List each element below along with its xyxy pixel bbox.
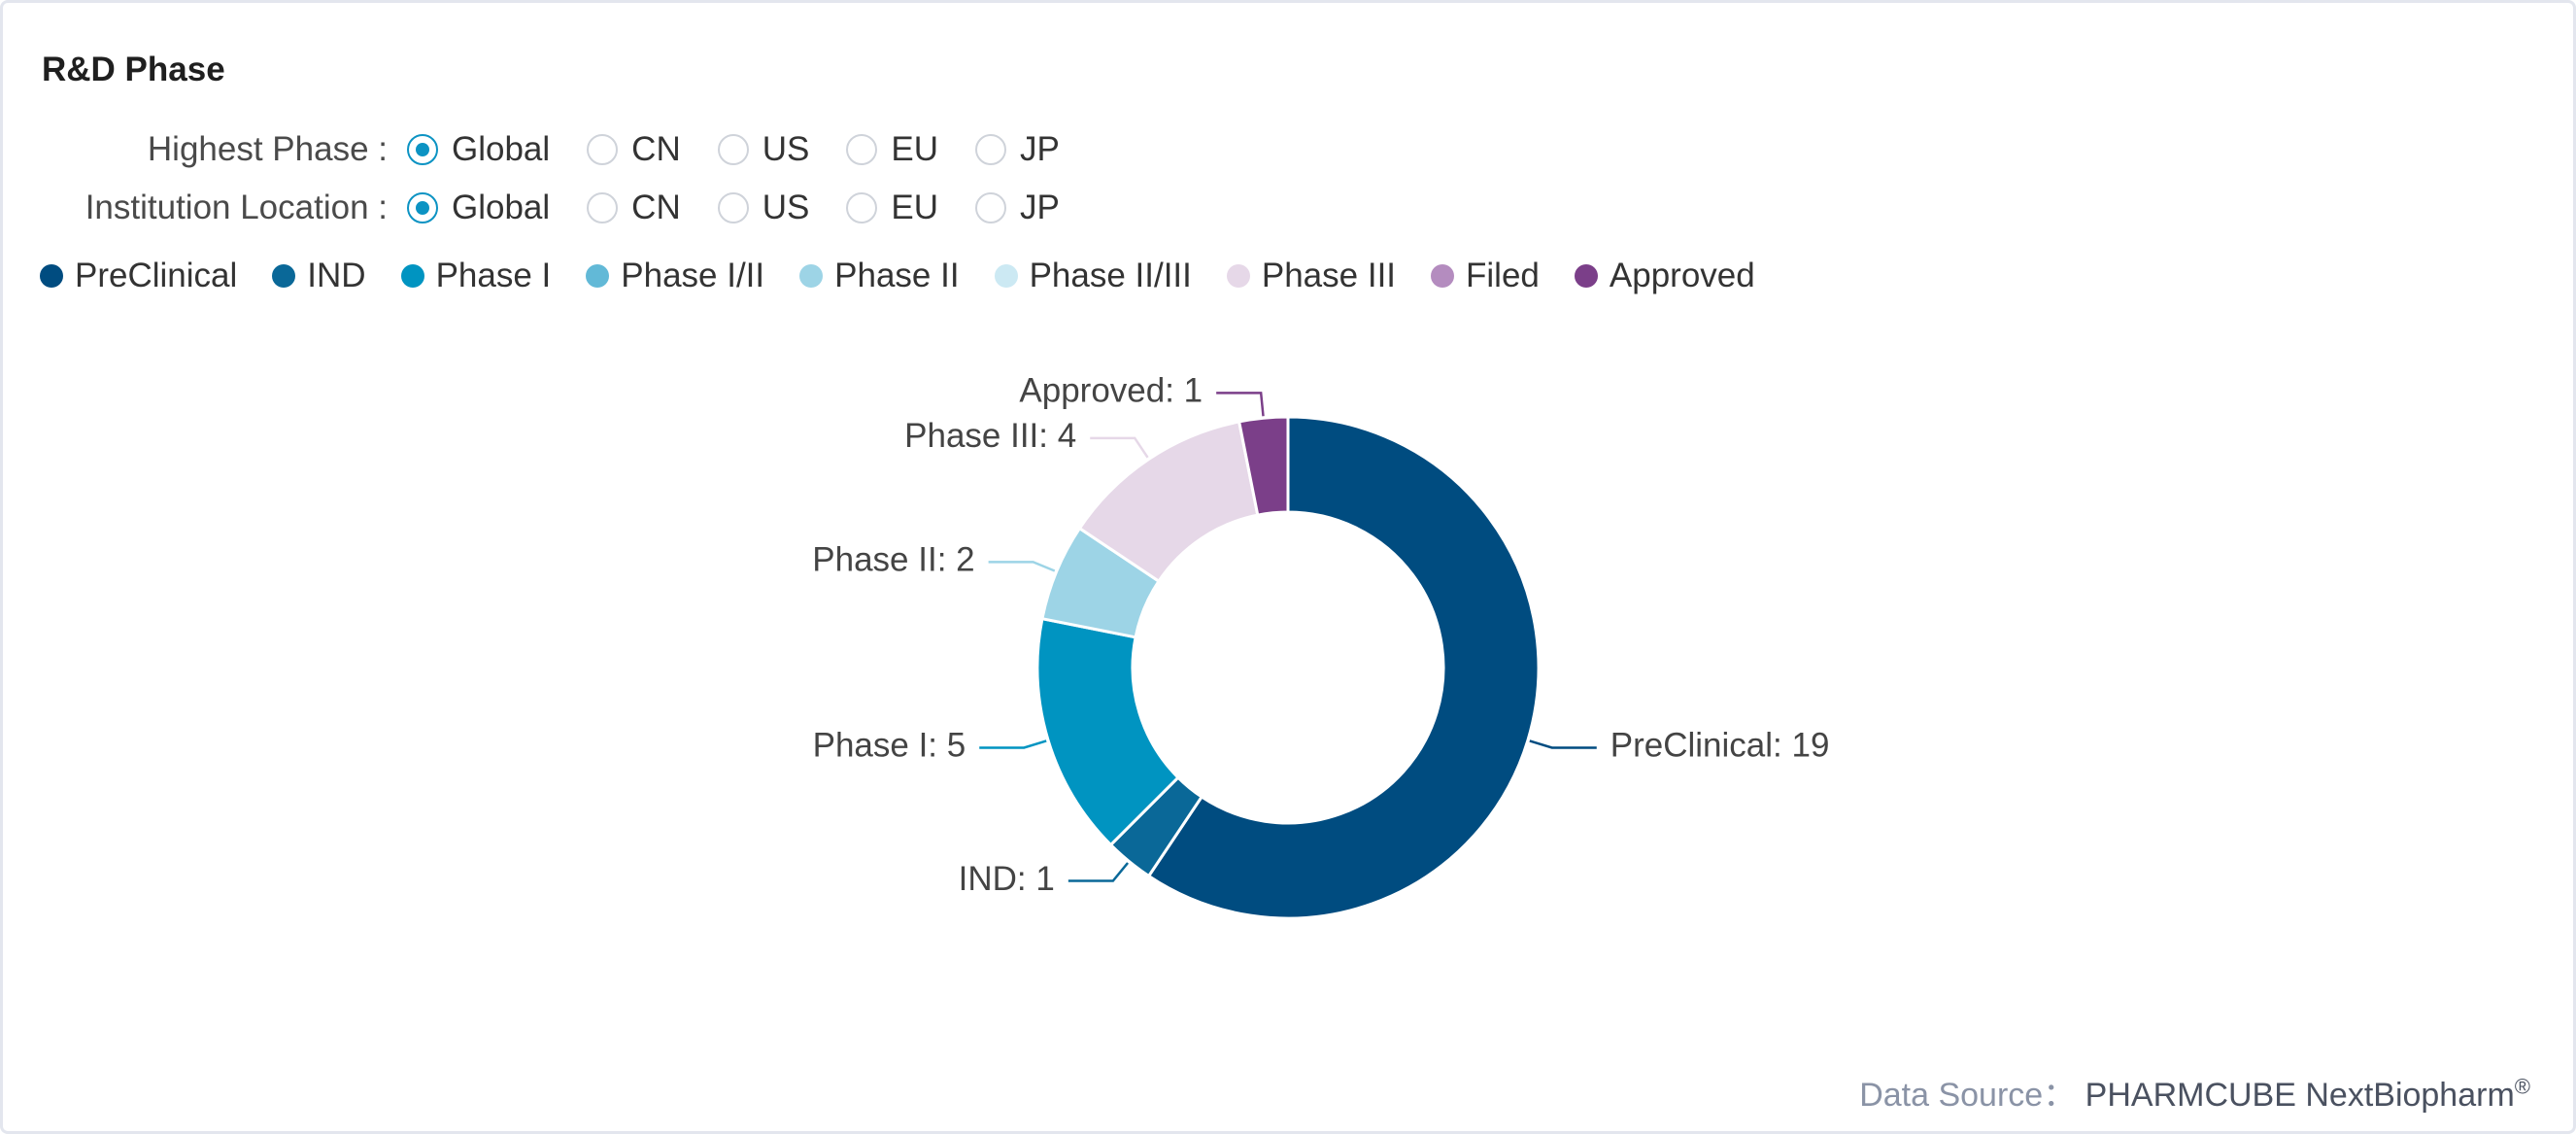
radio-unchecked-icon bbox=[974, 192, 1006, 223]
leader-line bbox=[1090, 436, 1149, 459]
highest-phase-option-cn[interactable]: CN bbox=[587, 130, 681, 169]
slice-label: IND: 1 bbox=[959, 860, 1055, 898]
legend-item-filed[interactable]: Filed bbox=[1431, 257, 1540, 295]
donut-chart: PreClinical: 19 IND: 1 Phase I: 5 Phase II:… bbox=[812, 372, 1830, 920]
radio-unchecked-icon bbox=[717, 192, 749, 223]
legend-label: Phase III bbox=[1261, 257, 1397, 294]
legend-item-phase-ii[interactable]: Phase II bbox=[799, 257, 960, 295]
highest-phase-filter: Highest Phase : Global CN US EU JP bbox=[3, 123, 1097, 176]
registered-mark: ® bbox=[2514, 1074, 2530, 1099]
highest-phase-option-eu[interactable]: EU bbox=[846, 130, 938, 169]
legend-dot-icon bbox=[1431, 264, 1455, 288]
slice-label: Phase I: 5 bbox=[813, 727, 966, 765]
slice-label: Phase II: 2 bbox=[812, 541, 974, 579]
radio-label: EU bbox=[891, 130, 938, 168]
slice-label: Phase III: 4 bbox=[904, 417, 1076, 455]
slice-preclinical[interactable] bbox=[1146, 415, 1541, 920]
legend-dot-icon bbox=[1226, 264, 1250, 288]
highest-phase-option-us[interactable]: US bbox=[717, 130, 810, 169]
legend-item-ind[interactable]: IND bbox=[272, 257, 366, 295]
legend-label: PreClinical bbox=[75, 257, 238, 294]
radio-unchecked-icon bbox=[717, 134, 749, 165]
radio-unchecked-icon bbox=[974, 134, 1006, 165]
radio-unchecked-icon bbox=[587, 192, 619, 223]
legend-item-preclinical[interactable]: PreClinical bbox=[40, 257, 237, 295]
leader-line bbox=[988, 561, 1056, 572]
highest-phase-option-jp[interactable]: JP bbox=[974, 130, 1060, 169]
legend-label: Phase I/II bbox=[621, 257, 765, 294]
legend-label: Phase I bbox=[435, 257, 552, 294]
institution-location-option-cn[interactable]: CN bbox=[587, 189, 681, 227]
data-source-label: Data Source： bbox=[1859, 1077, 2077, 1114]
radio-checked-icon bbox=[407, 192, 438, 223]
legend-dot-icon bbox=[400, 264, 424, 288]
radio-label: US bbox=[762, 130, 810, 168]
legend-item-phase-i-ii[interactable]: Phase I/II bbox=[586, 257, 764, 295]
radio-unchecked-icon bbox=[587, 134, 619, 165]
data-source: Data Source： PHARMCUBE NextBiopharm® bbox=[1859, 1068, 2530, 1116]
highest-phase-radio-group: Global CN US EU JP bbox=[407, 130, 1097, 169]
radio-label: JP bbox=[1019, 189, 1060, 226]
legend-dot-icon bbox=[994, 264, 1018, 288]
chart-legend: PreClinical IND Phase I Phase I/II Phase II P… bbox=[40, 250, 1790, 302]
radio-unchecked-icon bbox=[846, 134, 878, 165]
legend-item-phase-i[interactable]: Phase I bbox=[400, 257, 552, 295]
leader-line bbox=[1068, 862, 1130, 882]
legend-label: Phase II/III bbox=[1029, 257, 1192, 294]
radio-label: Global bbox=[452, 189, 551, 226]
radio-label: EU bbox=[891, 189, 938, 226]
institution-location-option-jp[interactable]: JP bbox=[974, 189, 1060, 227]
institution-location-filter: Institution Location : Global CN US EU J… bbox=[3, 182, 1097, 234]
legend-item-phase-iii[interactable]: Phase III bbox=[1226, 257, 1397, 295]
leader-line bbox=[979, 739, 1047, 749]
radio-label: CN bbox=[631, 130, 681, 168]
leader-line bbox=[1216, 392, 1265, 417]
highest-phase-label: Highest Phase : bbox=[147, 130, 388, 168]
institution-location-option-eu[interactable]: EU bbox=[846, 189, 938, 227]
slice-label: PreClinical: 19 bbox=[1610, 727, 1830, 765]
institution-location-option-us[interactable]: US bbox=[717, 189, 810, 227]
radio-label: JP bbox=[1019, 130, 1060, 168]
legend-label: IND bbox=[307, 257, 366, 294]
legend-dot-icon bbox=[1574, 264, 1598, 288]
radio-label: US bbox=[762, 189, 810, 226]
legend-dot-icon bbox=[586, 264, 610, 288]
legend-label: Phase II bbox=[834, 257, 960, 294]
slice-approved[interactable] bbox=[1237, 415, 1290, 517]
slice-label: Approved: 1 bbox=[1019, 372, 1203, 410]
legend-item-approved[interactable]: Approved bbox=[1574, 257, 1755, 295]
radio-label: CN bbox=[631, 189, 681, 226]
institution-location-radio-group: Global CN US EU JP bbox=[407, 189, 1097, 227]
legend-dot-icon bbox=[799, 264, 824, 288]
leader-line bbox=[1529, 739, 1597, 749]
legend-label: Approved bbox=[1609, 257, 1755, 294]
data-source-value: PHARMCUBE NextBiopharm bbox=[2085, 1077, 2515, 1114]
radio-unchecked-icon bbox=[846, 192, 878, 223]
institution-location-option-global[interactable]: Global bbox=[407, 189, 550, 227]
legend-dot-icon bbox=[40, 264, 63, 288]
legend-label: Filed bbox=[1466, 257, 1540, 294]
legend-item-phase-ii-iii[interactable]: Phase II/III bbox=[994, 257, 1192, 295]
radio-checked-icon bbox=[407, 134, 438, 165]
radio-label: Global bbox=[452, 130, 551, 168]
institution-location-label: Institution Location : bbox=[85, 189, 388, 226]
highest-phase-option-global[interactable]: Global bbox=[407, 130, 550, 169]
legend-dot-icon bbox=[272, 264, 296, 288]
card-title: R&D Phase bbox=[42, 51, 225, 88]
